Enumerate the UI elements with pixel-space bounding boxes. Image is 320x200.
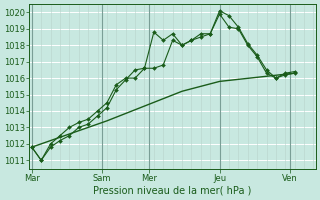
X-axis label: Pression niveau de la mer( hPa ): Pression niveau de la mer( hPa )	[93, 186, 252, 196]
